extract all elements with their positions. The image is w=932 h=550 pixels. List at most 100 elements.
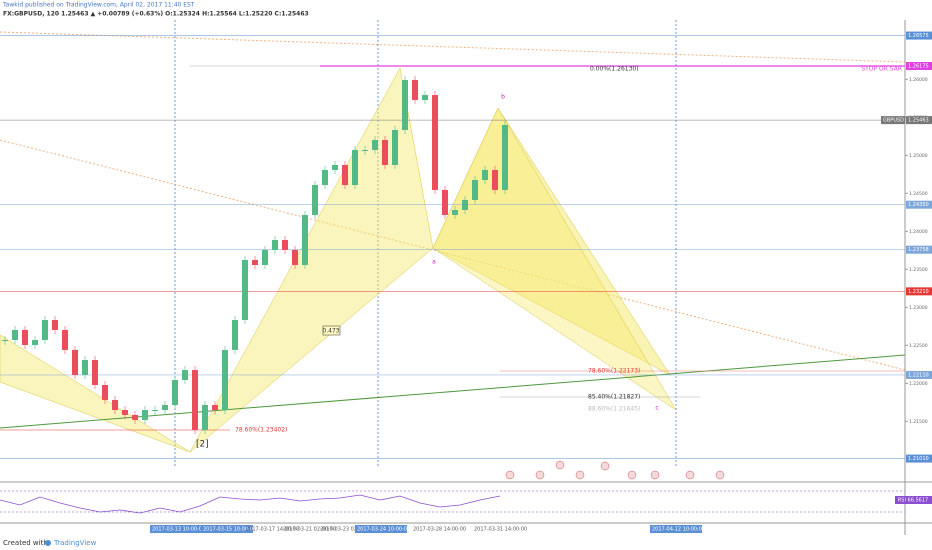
- time-label: 2017-03-17 14:00:00: [246, 527, 299, 533]
- publisher: Tawkid published on TradingView.com, Apr…: [2, 2, 195, 9]
- price-tag: [906, 116, 932, 125]
- footer-logo: [45, 540, 51, 546]
- time-label: 2017-03-13 10:00:00: [152, 527, 205, 533]
- candle: [22, 329, 28, 346]
- candle: [452, 209, 458, 215]
- price-tag: [906, 454, 932, 463]
- plot: [0, 35, 905, 459]
- time-highlight: [650, 525, 702, 533]
- candle: [322, 169, 328, 186]
- candle: [332, 164, 338, 170]
- candle: [282, 239, 288, 251]
- tick-label: 1.21500: [909, 419, 928, 425]
- price-tag: [906, 370, 932, 379]
- candle: [292, 250, 298, 265]
- guide: [0, 31, 906, 63]
- tick-label: 1.22500: [909, 343, 928, 349]
- event-icon: [575, 470, 585, 480]
- stop-label: STOP OR SAR: [861, 66, 902, 73]
- candle: [12, 329, 18, 340]
- candle: [162, 404, 168, 411]
- point-label: a: [432, 259, 436, 266]
- candle: [72, 349, 78, 375]
- candle: [312, 185, 318, 215]
- time-label: 2017-04-12 10:00:00: [652, 527, 705, 533]
- time-label: 2017-03-23 02:00:00: [320, 527, 373, 533]
- price-tag: [906, 61, 932, 70]
- event-icon: [555, 460, 565, 470]
- fib-label: 88.60%(1.21645): [588, 406, 640, 413]
- candle: [152, 410, 158, 412]
- candle: [92, 359, 98, 385]
- candle: [362, 149, 368, 151]
- pattern: [0, 334, 191, 453]
- candle: [112, 399, 118, 411]
- ratio-box: [322, 325, 341, 336]
- candle: [82, 359, 88, 375]
- time-highlight: [201, 525, 253, 533]
- price-tag-label: 1.26575: [908, 33, 929, 39]
- tick-label: 1.24500: [909, 191, 928, 197]
- event-icon: [685, 470, 695, 480]
- candle: [342, 164, 348, 186]
- symbol-line: FX:GBPUSD, 120 1.25463 ▲ +0.00789 (+0.63…: [3, 11, 309, 18]
- event-icon: [650, 470, 660, 480]
- candle: [2, 340, 8, 341]
- time-label: 2017-03-28 14:00:00: [413, 527, 466, 533]
- candle: [272, 239, 278, 251]
- candle: [122, 410, 128, 415]
- candle: [422, 95, 428, 100]
- candle: [472, 180, 478, 200]
- price-tag-label: 1.23210: [908, 289, 929, 295]
- price-tag: [906, 31, 932, 40]
- candle: [482, 169, 488, 180]
- candle: [462, 199, 468, 210]
- candle: [32, 340, 38, 346]
- candle: [172, 379, 178, 405]
- candle: [302, 214, 308, 265]
- candle: [382, 140, 388, 165]
- candle: [52, 320, 58, 330]
- time-label: 2017-03-31 14:00:00: [474, 527, 527, 533]
- wave-label: [2]: [196, 440, 209, 450]
- fib-label: 85.40%(1.21827): [588, 394, 640, 401]
- candle: [142, 410, 148, 420]
- price-tag: [906, 200, 932, 209]
- time-label: 2017-03-15 10:00:00: [203, 527, 256, 533]
- event-icon: [715, 470, 725, 480]
- candle: [102, 384, 108, 400]
- symbol-tag-label: GBPUSD: [883, 118, 904, 124]
- time-highlight: [150, 525, 202, 533]
- price-tag: [906, 287, 932, 296]
- fib-label: 0.00%(1.26130): [590, 66, 639, 73]
- candle: [232, 320, 238, 350]
- candle: [182, 370, 188, 380]
- candle: [192, 370, 198, 430]
- price-tag-label: 1.25463: [908, 118, 929, 124]
- footer-brand: TradingView: [53, 539, 97, 547]
- price-tag-label: 1.22110: [908, 372, 929, 378]
- candle: [392, 129, 398, 165]
- time-label: 2017-03-21 02:00:00: [283, 527, 336, 533]
- time-highlight: [355, 525, 407, 533]
- tick-label: 1.22000: [909, 381, 928, 387]
- candle: [432, 95, 438, 190]
- rsi-tag: [895, 496, 932, 504]
- tick-label: 1.23000: [909, 305, 928, 311]
- ratio: 0.473: [322, 328, 339, 335]
- candle: [132, 414, 138, 420]
- candle: [262, 250, 268, 265]
- rsi-line: [0, 494, 501, 514]
- price-tag: [906, 245, 932, 254]
- point-label: b: [501, 94, 505, 101]
- symbol-tag: [881, 116, 905, 125]
- candle: [352, 149, 358, 186]
- event-icon: [627, 470, 637, 480]
- price-tag-label: 1.21010: [908, 456, 929, 462]
- tick-label: 1.24000: [909, 229, 928, 235]
- tick-label: 1.23500: [909, 267, 928, 273]
- price-tag-label: 1.26175: [908, 63, 929, 69]
- footer-created: Created with: [3, 539, 48, 547]
